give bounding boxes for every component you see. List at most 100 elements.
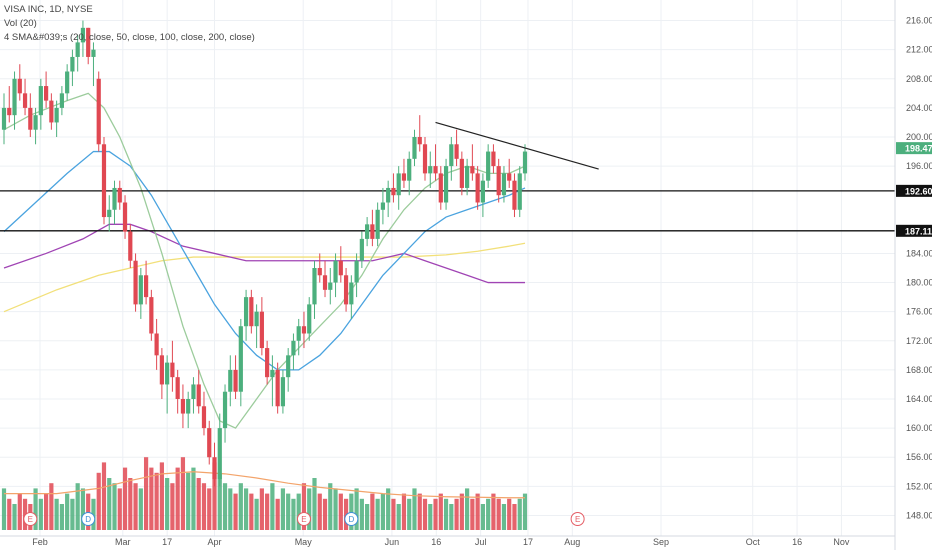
price-tick-label: 172.00 — [906, 336, 932, 346]
trendline-line[interactable] — [435, 121, 599, 170]
candle-body — [428, 166, 433, 174]
time-tick-label: Apr — [207, 537, 221, 547]
candle-body — [370, 224, 375, 239]
price-tag[interactable] — [896, 142, 932, 155]
price-tick-label: 196.00 — [906, 161, 932, 171]
candle-body — [233, 369, 238, 392]
candle-body — [80, 27, 86, 43]
volume-bar — [128, 478, 133, 530]
candle-body — [491, 151, 496, 167]
volume-bar — [112, 483, 117, 530]
candle-body — [75, 42, 80, 57]
volume-bar — [412, 488, 417, 530]
volume-bar — [17, 493, 22, 530]
sma-indicator-label[interactable]: 4 SMA&#039;s (20, close, 50, close, 100,… — [4, 32, 255, 43]
volume-indicator-label[interactable]: Vol (20) — [4, 18, 37, 29]
volume-bar — [470, 498, 475, 530]
price-tag-label: 187.11 — [905, 226, 932, 236]
candle-body — [291, 340, 296, 356]
volume-bar — [407, 498, 412, 530]
event-marker-label: E — [28, 515, 33, 524]
candle-body — [375, 209, 380, 239]
candle-body — [107, 209, 112, 218]
candle-body — [391, 187, 396, 196]
volume-bar — [396, 504, 401, 530]
candle-body — [449, 144, 454, 167]
candle-body — [117, 187, 122, 203]
earnings-marker[interactable] — [296, 512, 311, 526]
time-axis[interactable]: Feb Mar 17 Apr May Jun 16 Jul 17 Aug Sep Oct 16 Nov — [0, 535, 895, 547]
price-tag[interactable] — [896, 184, 932, 197]
candle-body — [407, 158, 412, 181]
time-tick-label: Feb — [32, 537, 48, 547]
candle-body — [17, 78, 22, 94]
candle-body — [475, 173, 480, 203]
volume-bar — [275, 498, 280, 530]
candle-body — [22, 93, 28, 108]
candle-body — [7, 107, 12, 116]
time-tick-label: Oct — [746, 537, 761, 547]
volume-bar — [359, 498, 364, 530]
event-marker-label: E — [301, 515, 306, 524]
dividend-marker[interactable] — [344, 512, 359, 526]
volume-bar — [96, 472, 101, 530]
price-tag[interactable] — [896, 224, 932, 237]
price-tick-label: 184.00 — [906, 248, 932, 258]
candle-body — [417, 137, 422, 145]
volume-bar — [349, 493, 354, 530]
symbol-title[interactable]: VISA INC, 1D, NYSE — [4, 4, 93, 15]
sma-lines — [3, 92, 526, 429]
price-axis[interactable]: 216.00 212.00 208.00 204.00 200.00 196.00 184.… — [894, 0, 932, 550]
time-tick-label: 16 — [431, 537, 441, 547]
volume-bar — [159, 462, 164, 530]
volume-bar — [249, 493, 254, 530]
candle-body — [259, 311, 264, 349]
time-tick-label: Jul — [475, 537, 487, 547]
event-marker-label: E — [575, 515, 580, 524]
candle-body — [328, 282, 333, 290]
candle-body — [301, 326, 307, 334]
volume-bar — [375, 498, 380, 530]
price-tick-label: 216.00 — [906, 16, 932, 26]
candle-body — [228, 369, 233, 392]
volume-bar — [165, 478, 170, 530]
volume-bar — [522, 493, 528, 530]
price-tick-label: 200.00 — [906, 132, 932, 142]
volume-bar — [422, 498, 428, 530]
sma200-line — [3, 242, 526, 313]
price-tag-label: 198.47 — [905, 144, 932, 154]
earnings-marker[interactable] — [23, 512, 38, 526]
candle-body — [338, 260, 343, 276]
dividend-marker[interactable] — [81, 512, 96, 526]
chart-legend: VISA INC, 1D, NYSE Vol (20) 4 SMA&#039;s… — [4, 3, 255, 45]
volume-bar — [259, 488, 264, 530]
candle-body — [443, 166, 449, 203]
candle-body — [143, 275, 149, 298]
volume-ma-line — [4, 471, 525, 499]
candles — [1, 20, 528, 487]
price-tick-label: 208.00 — [906, 74, 932, 84]
earnings_future-marker[interactable] — [570, 512, 585, 526]
volume-bar — [280, 488, 286, 530]
candle-body — [454, 144, 459, 159]
candle-body — [412, 137, 417, 159]
price-tick-label: 168.00 — [906, 365, 932, 375]
volume-bar — [459, 493, 464, 530]
volume-bars — [1, 457, 528, 530]
candle-body — [322, 275, 328, 290]
volume-bar — [175, 467, 180, 530]
volume-bar — [222, 483, 228, 530]
candle-body — [207, 428, 212, 458]
volume-bar — [186, 472, 191, 530]
candle-body — [470, 166, 475, 174]
volume-bar — [207, 488, 212, 530]
trendline[interactable] — [435, 121, 599, 170]
candle-body — [128, 231, 133, 261]
candle-body — [1, 107, 7, 130]
volume-bar — [438, 493, 443, 530]
candle-body — [149, 297, 154, 334]
volume-bar — [86, 493, 91, 530]
price-tick-label: 160.00 — [906, 423, 932, 433]
